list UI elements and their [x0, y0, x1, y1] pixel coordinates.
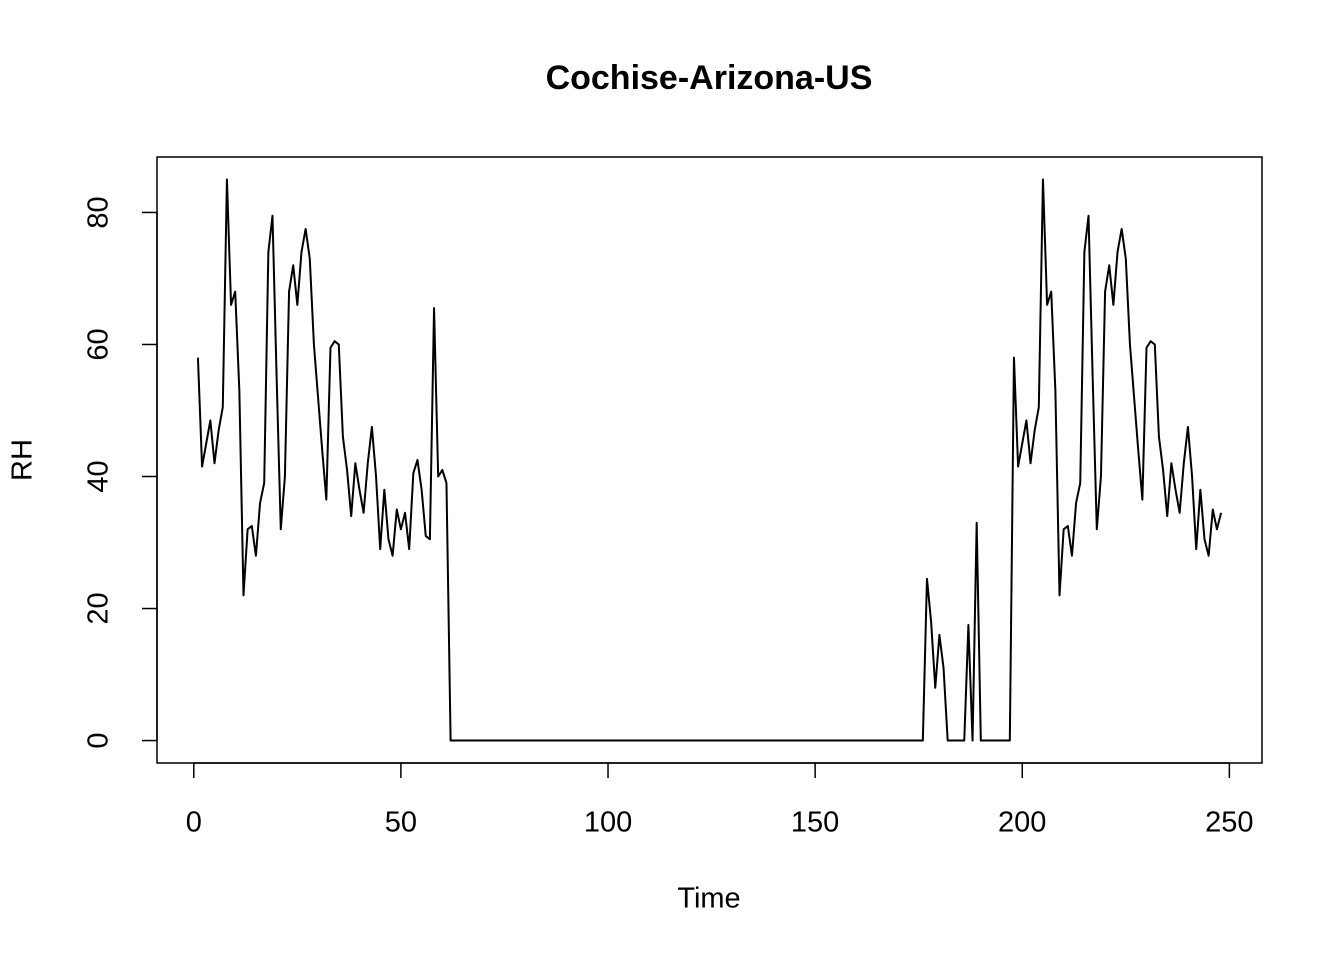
x-tick-label: 50 — [385, 807, 417, 839]
data-line — [196, 178, 1223, 742]
x-tick-label: 150 — [791, 807, 839, 839]
x-tick-label: 100 — [584, 807, 632, 839]
x-axis-label: Time — [677, 883, 740, 915]
y-tick-label: 40 — [83, 460, 115, 492]
chart-title: Cochise-Arizona-US — [546, 59, 873, 97]
y-tick-label: 80 — [83, 196, 115, 228]
x-tick-label: 200 — [998, 807, 1046, 839]
x-tick-label: 0 — [186, 807, 202, 839]
y-tick-label: 0 — [83, 732, 115, 748]
y-axis-label: RH — [7, 439, 39, 481]
y-tick-label: 60 — [83, 328, 115, 360]
x-tick-label: 250 — [1205, 807, 1253, 839]
y-tick-label: 20 — [83, 592, 115, 624]
